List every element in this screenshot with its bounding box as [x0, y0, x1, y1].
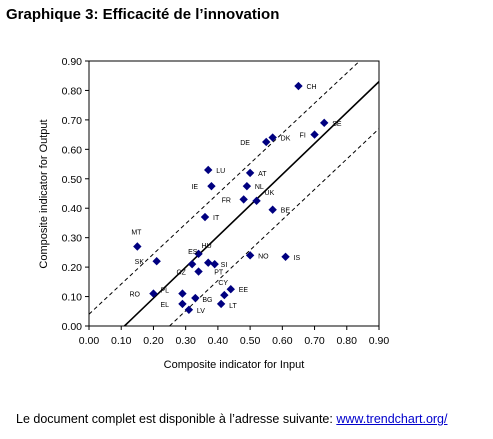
y-tick-label: 0.80: [62, 85, 83, 97]
point-lu: [204, 165, 213, 175]
point-label-cy: CY: [218, 280, 228, 287]
point-be: [268, 205, 277, 214]
point-label-uk: UK: [265, 190, 275, 197]
x-tick-label: 0.40: [208, 335, 229, 347]
point-label-lu: LU: [216, 168, 225, 175]
trendchart-link[interactable]: www.trendchart.org/: [336, 412, 448, 426]
page-title: Graphique 3: Efficacité de l’innovation: [6, 6, 280, 23]
x-tick-label: 0.10: [111, 335, 132, 347]
point-at: [245, 168, 255, 178]
trend-line-fit: [123, 81, 380, 327]
point-se: [320, 118, 329, 128]
x-tick-label: 0.50: [240, 335, 261, 347]
point-label-cz: CZ: [177, 270, 187, 277]
point-cz: [194, 267, 203, 276]
y-tick-label: 0.70: [62, 115, 83, 127]
x-axis-label: Composite indicator for Input: [164, 359, 305, 371]
point-de: [262, 137, 271, 147]
x-tick-label: 0.80: [337, 335, 358, 347]
point-label-fi: FI: [300, 133, 306, 140]
point-label-es: ES: [188, 249, 198, 256]
point-label-sk: SK: [135, 259, 145, 266]
point-label-de: DE: [240, 140, 250, 147]
point-no: [245, 251, 255, 260]
point-label-is: IS: [294, 255, 301, 262]
point-label-lv: LV: [197, 308, 205, 315]
point-lv: [184, 305, 194, 315]
point-fr: [239, 195, 248, 204]
y-tick-label: 0.30: [62, 233, 83, 245]
point-label-dk: DK: [281, 136, 291, 143]
point-el: [178, 299, 187, 309]
x-tick-label: 0.20: [143, 335, 164, 347]
y-tick-label: 0.40: [62, 203, 83, 215]
point-label-fr: FR: [222, 197, 231, 204]
point-bg: [191, 293, 200, 303]
footer: Le document complet est disponible à l’a…: [16, 412, 448, 426]
point-ro: [149, 289, 158, 298]
point-lt: [216, 299, 226, 309]
point-nl: [242, 181, 252, 191]
point-ch: [294, 81, 303, 91]
point-is: [281, 252, 290, 262]
plot-area: [88, 60, 380, 327]
point-sk: [152, 257, 161, 266]
trend-line-lower: [169, 128, 380, 327]
point-label-bg: BG: [202, 297, 212, 304]
trend-lines: [88, 60, 380, 327]
point-si: [210, 259, 219, 269]
point-label-el: EL: [160, 302, 169, 309]
point-pl: [178, 289, 187, 298]
point-uk: [252, 196, 261, 206]
point-label-be: BE: [281, 208, 291, 215]
y-tick-label: 0.50: [62, 174, 83, 186]
x-tick-label: 0.60: [272, 335, 293, 347]
point-label-ee: EE: [239, 287, 249, 294]
point-label-hu: HU: [202, 243, 212, 250]
point-label-at: AT: [258, 171, 267, 178]
point-label-ie: IE: [191, 184, 198, 191]
y-axis-label: Composite indicator for Output: [38, 119, 50, 268]
point-label-mt: MT: [131, 230, 142, 237]
point-label-se: SE: [332, 121, 342, 128]
point-label-si: SI: [221, 262, 228, 269]
point-dk: [268, 133, 277, 142]
point-label-no: NO: [258, 253, 269, 260]
point-ee: [226, 284, 235, 294]
y-tick-label: 0.00: [62, 321, 83, 333]
data-points: CH SE FI DK DE LU AT IE NL FR UK BE IT MT HU NO IS SK ES SI…: [129, 81, 342, 315]
x-tick-label: 0.30: [175, 335, 196, 347]
y-tick-label: 0.10: [62, 292, 83, 304]
point-label-lt: LT: [229, 303, 237, 310]
x-tick-label: 0.90: [369, 335, 390, 347]
point-label-pt: PT: [214, 270, 224, 277]
x-tick-label: 0.00: [79, 335, 100, 347]
point-it: [200, 212, 210, 222]
point-hu: [194, 249, 203, 259]
point-fi: [310, 130, 319, 139]
point-label-nl: NL: [255, 184, 264, 191]
footer-text: Le document complet est disponible à l’a…: [16, 412, 337, 426]
point-label-ro: RO: [129, 292, 140, 299]
y-tick-label: 0.60: [62, 144, 83, 156]
point-mt: [133, 242, 142, 251]
point-label-pl: PL: [160, 288, 169, 295]
point-label-it: IT: [213, 215, 220, 222]
y-tick-label: 0.90: [62, 56, 83, 68]
y-tick-label: 0.20: [62, 262, 83, 274]
x-tick-label: 0.70: [304, 335, 325, 347]
point-pt: [204, 258, 213, 267]
point-cy: [220, 290, 229, 300]
scatter-chart: 0.00 0.10 0.20 0.30 0.40 0.50 0.60 0.70 0.80 0.90…: [38, 56, 390, 371]
point-ie: [207, 181, 216, 191]
point-es: [187, 259, 197, 269]
point-label-ch: CH: [306, 84, 316, 91]
axis-ticks: 0.00 0.10 0.20 0.30 0.40 0.50 0.60 0.70 0.80 0.90…: [62, 56, 390, 347]
trend-line-upper: [88, 60, 361, 315]
